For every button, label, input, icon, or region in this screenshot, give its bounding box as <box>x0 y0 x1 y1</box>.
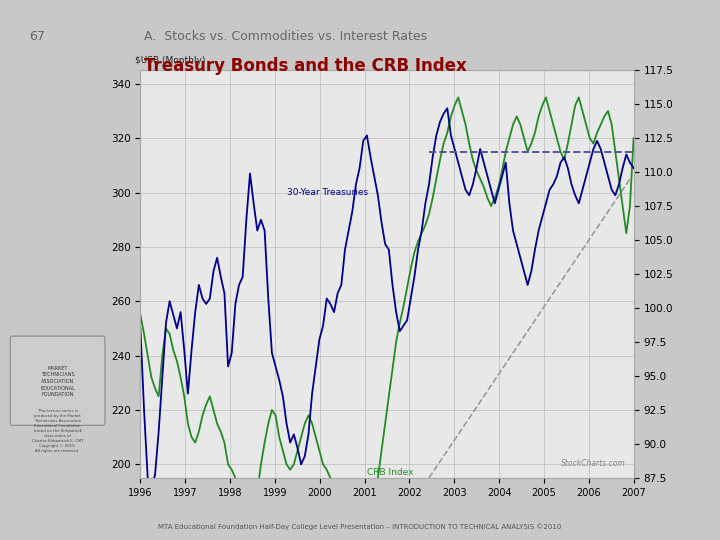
Text: MTA Educational Foundation Half-Day College Level Presentation – INTRODUCTION TO: MTA Educational Foundation Half-Day Coll… <box>158 524 562 530</box>
Text: $USB (Monthly): $USB (Monthly) <box>135 56 206 65</box>
Text: 67: 67 <box>29 30 45 43</box>
FancyBboxPatch shape <box>10 336 105 426</box>
Text: StockCharts.com: StockCharts.com <box>562 458 626 468</box>
Text: CRB Index: CRB Index <box>367 468 413 477</box>
Text: MARKET
TECHNICIANS
ASSOCIATION
EDUCATIONAL
FOUNDATION: MARKET TECHNICIANS ASSOCIATION EDUCATION… <box>40 366 75 397</box>
Text: This lecture series is
produced by the Market
Technicians Association
Educationa: This lecture series is produced by the M… <box>32 409 84 453</box>
Text: Treasury Bonds and the CRB Index: Treasury Bonds and the CRB Index <box>144 57 467 75</box>
Text: A.  Stocks vs. Commodities vs. Interest Rates: A. Stocks vs. Commodities vs. Interest R… <box>144 30 427 43</box>
Text: 30-Year Treasuries: 30-Year Treasuries <box>287 188 368 197</box>
